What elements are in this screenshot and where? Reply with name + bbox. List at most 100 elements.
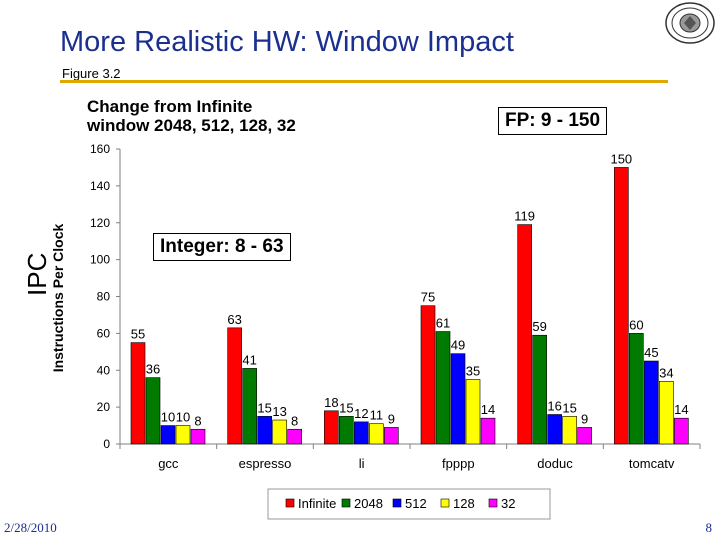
title-rule — [60, 80, 668, 83]
bar — [562, 416, 577, 445]
bar — [465, 379, 481, 445]
bar-value-label: 14 — [481, 402, 495, 417]
y-tick-label: 160 — [90, 142, 110, 156]
bar — [272, 419, 287, 445]
y-tick-label: 140 — [90, 179, 110, 193]
y-tick-label: 40 — [97, 363, 111, 377]
figure-caption: Figure 3.2 — [62, 66, 121, 81]
bar — [659, 381, 674, 445]
legend-box — [267, 488, 551, 520]
legend-swatch — [285, 498, 295, 508]
y-tick-label: 20 — [97, 400, 111, 414]
footer-page-number: 8 — [705, 520, 713, 535]
legend-label: 128 — [453, 496, 475, 511]
legend-label: 512 — [405, 496, 427, 511]
legend-label: 32 — [501, 496, 515, 511]
bar — [354, 421, 369, 445]
bar — [674, 417, 689, 445]
bar — [435, 331, 451, 445]
bar-value-label: 36 — [146, 362, 160, 377]
bar-value-label: 18 — [324, 395, 338, 410]
bar — [547, 414, 562, 445]
bar — [614, 167, 629, 445]
legend-swatch — [488, 498, 498, 508]
x-category-label: espresso — [239, 456, 292, 471]
fp-range-box: FP: 9 - 150 — [498, 107, 608, 135]
bar-value-label: 8 — [291, 413, 298, 428]
bar — [644, 360, 659, 445]
x-category-label: gcc — [158, 456, 179, 471]
bar-value-label: 34 — [659, 365, 673, 380]
bar-value-label: 10 — [161, 410, 175, 425]
bar-value-label: 8 — [194, 413, 201, 428]
bar — [175, 425, 191, 445]
bar-value-label: 9 — [388, 411, 395, 426]
bar — [629, 333, 644, 445]
x-category-label: doduc — [537, 456, 573, 471]
bar — [130, 342, 146, 445]
bar-value-label: 15 — [257, 400, 271, 415]
bar-value-label: 150 — [610, 151, 632, 166]
y-tick-label: 0 — [103, 437, 110, 451]
x-category-label: fpppp — [442, 456, 475, 471]
bar-value-label: 119 — [514, 209, 535, 224]
university-seal-logo — [665, 2, 715, 44]
bar-value-label: 15 — [339, 400, 353, 415]
y-tick-label: 60 — [97, 326, 111, 340]
bar — [384, 427, 399, 445]
bar — [517, 224, 532, 445]
y-tick-label: 100 — [90, 253, 110, 267]
bar-value-label: 60 — [629, 317, 643, 332]
bar-value-label: 14 — [674, 402, 688, 417]
bar-value-label: 12 — [354, 406, 368, 421]
bar-value-label: 59 — [532, 319, 546, 334]
bar-value-label: 16 — [547, 399, 561, 414]
bar — [242, 368, 257, 445]
bar — [450, 353, 466, 445]
x-category-label: tomcatv — [629, 456, 675, 471]
legend-swatch — [440, 498, 450, 508]
bar-value-label: 61 — [436, 316, 450, 331]
y-tick-label: 120 — [90, 216, 110, 230]
legend-label: Infinite — [298, 496, 336, 511]
bar — [420, 305, 436, 445]
bar-value-label: 63 — [227, 312, 241, 327]
legend-swatch — [392, 498, 402, 508]
note-line-2: window 2048, 512, 128, 32 — [87, 116, 296, 135]
bar-value-label: 10 — [176, 410, 190, 425]
integer-range-box: Integer: 8 - 63 — [153, 233, 291, 261]
bar-value-label: 55 — [131, 327, 145, 342]
bar-value-label: 45 — [644, 345, 658, 360]
bar-value-label: 11 — [370, 408, 384, 423]
bar — [339, 416, 354, 445]
ipc-overlay-label: IPC — [22, 252, 52, 296]
bar-value-label: 41 — [242, 352, 256, 367]
bar-value-label: 15 — [562, 400, 576, 415]
bar-value-label: 9 — [581, 411, 588, 426]
bar-value-label: 75 — [421, 290, 435, 305]
y-tick-label: 80 — [97, 290, 111, 304]
legend-swatch — [341, 498, 351, 508]
bar — [287, 428, 302, 445]
y-axis-title: Instructions Per Clock — [50, 223, 66, 372]
bar — [227, 327, 242, 445]
bar — [145, 377, 161, 445]
legend-label: 2048 — [354, 496, 383, 511]
bar — [532, 334, 547, 445]
bar — [369, 423, 384, 445]
x-category-label: li — [359, 456, 365, 471]
bar — [190, 428, 206, 445]
bar-value-label: 35 — [466, 363, 480, 378]
footer-date: 2/28/2010 — [4, 520, 57, 535]
bar — [577, 427, 592, 445]
bar — [480, 417, 496, 445]
bar-value-label: 13 — [272, 404, 286, 419]
bar — [160, 425, 176, 445]
bar — [257, 416, 272, 445]
note-line-1: Change from Infinite — [87, 97, 253, 116]
slide-title: More Realistic HW: Window Impact — [60, 26, 514, 58]
bar — [324, 410, 339, 445]
window-change-note: Change from Infinite window 2048, 512, 1… — [87, 97, 296, 135]
bar-value-label: 49 — [451, 338, 465, 353]
